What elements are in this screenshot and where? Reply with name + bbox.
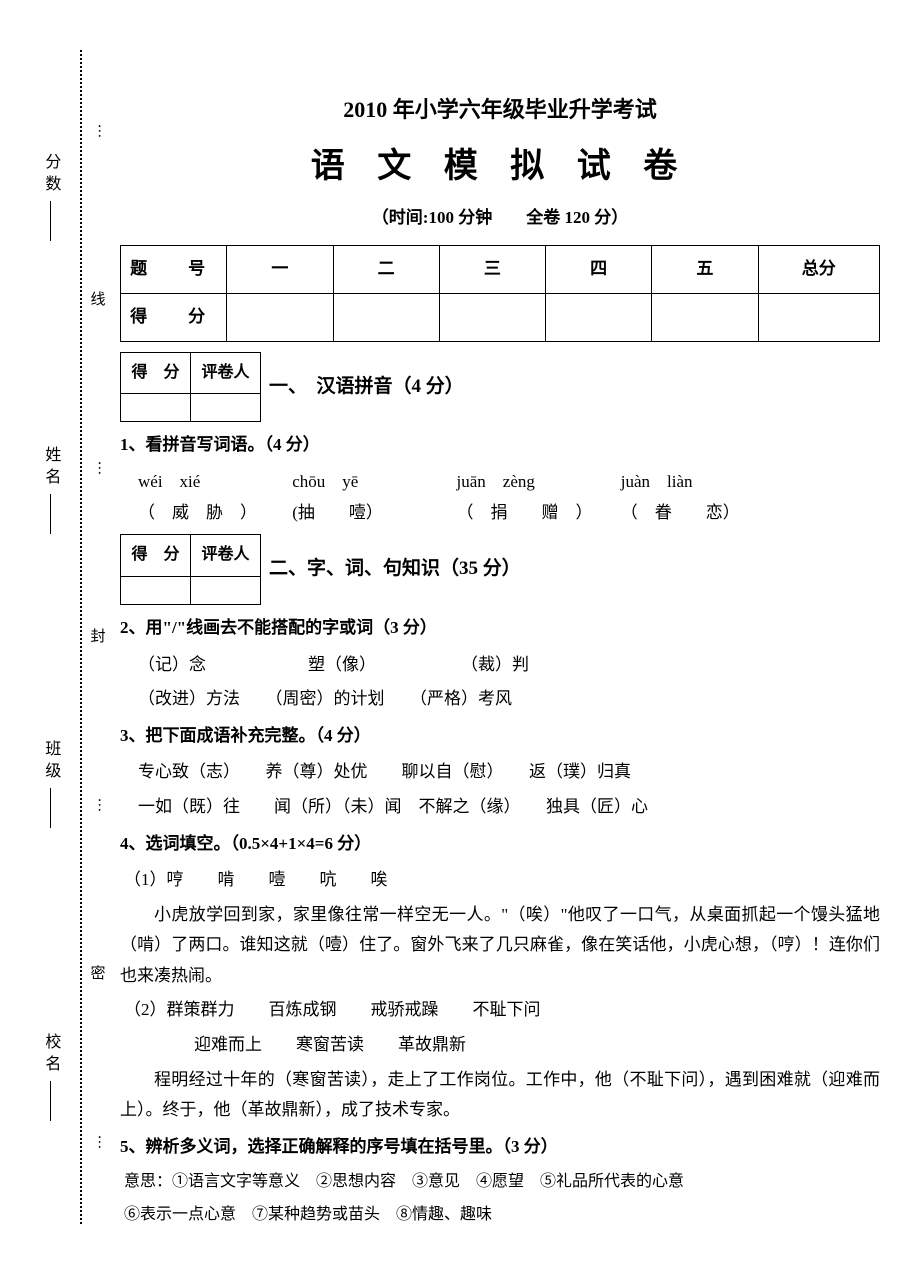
label-school: 校名 — [36, 1033, 65, 1121]
cell: 五 — [652, 246, 758, 294]
q5-defs2: ⑥表示一点心意 ⑦某种趋势或苗头 ⑧情趣、趣味 — [124, 1201, 880, 1230]
cell: 二 — [333, 246, 439, 294]
table-row: 题 号 一 二 三 四 五 总分 — [121, 246, 880, 294]
label-score: 分数 — [36, 153, 65, 241]
binding-labels: 分数 姓名 班级 校名 — [30, 50, 70, 1224]
exam-content: 2010 年小学六年级毕业升学考试 语 文 模 拟 试 卷 （时间:100 分钟… — [120, 90, 880, 1234]
q1: 1、看拼音写词语。（4 分） — [120, 430, 880, 461]
cell — [652, 293, 758, 341]
q3: 3、把下面成语补充完整。（4 分） — [120, 721, 880, 752]
exam-title: 语 文 模 拟 试 卷 — [120, 136, 880, 197]
cell — [121, 576, 191, 604]
q4-1-para: 小虎放学回到家，家里像往常一样空无一人。"（唉）"他叹了一口气，从桌面抓起一个馒… — [120, 900, 880, 992]
seal-dots: ︙ — [85, 124, 110, 140]
table-row: 得 分 — [121, 293, 880, 341]
section-2-title: 二、字、词、句知识（35 分） — [269, 552, 521, 586]
cell: 得 分 — [121, 535, 191, 577]
cell — [227, 293, 333, 341]
cell: 四 — [546, 246, 652, 294]
q3-line2: 一如（既）往 闻（所）（未）闻 不解之（缘） 独具（匠）心 — [138, 792, 880, 823]
pinyin-d: juàn liàn — [621, 467, 781, 498]
exam-meta: （时间:100 分钟 全卷 120 分） — [120, 203, 880, 234]
pinyin-c: juān zèng — [457, 467, 617, 498]
q2-line1: （记）念 塑（像） （裁）判 — [138, 650, 880, 681]
q2-line2: （改进）方法 （周密）的计划 （严格）考风 — [138, 684, 880, 715]
q5-defs1: 意思：①语言文字等意义 ②思想内容 ③意见 ④愿望 ⑤礼品所代表的心意 — [124, 1168, 880, 1197]
q2: 2、用"/"线画去不能搭配的字或词（3 分） — [120, 613, 880, 644]
cell — [333, 293, 439, 341]
grader-box-1: 得 分评卷人 — [120, 352, 261, 423]
seal-dots: ︙ — [85, 798, 110, 814]
section-1-title: 一、 汉语拼音（4 分） — [269, 370, 464, 404]
q4-1-opts: （1）哼 啃 噎 吭 唉 — [124, 865, 880, 896]
cell: 一 — [227, 246, 333, 294]
pinyin-a: wéi xié — [138, 467, 288, 498]
cell: 得 分 — [121, 293, 227, 341]
seal-xian: 线 — [90, 287, 105, 314]
q4-2-para: 程明经过十年的（寒窗苦读），走上了工作岗位。工作中，他（不耻下问），遇到困难就（… — [120, 1065, 880, 1126]
grader-box-2: 得 分评卷人 — [120, 534, 261, 605]
seal-dots: ︙ — [85, 461, 110, 477]
cell: 得 分 — [121, 352, 191, 394]
cell: 题 号 — [121, 246, 227, 294]
q1-chars: （ 威 胁 ） (抽 噎） （ 捐 赠 ） （ 眷 恋） — [138, 498, 880, 529]
q4-2-opts1: （2）群策群力 百炼成钢 戒骄戒躁 不耻下问 — [124, 995, 880, 1026]
q4: 4、选词填空。（0.5×4+1×4=6 分） — [120, 829, 880, 860]
char-c: （ 捐 赠 ） — [457, 498, 617, 529]
cell — [439, 293, 545, 341]
cell: 三 — [439, 246, 545, 294]
cell — [758, 293, 880, 341]
exam-year-line: 2010 年小学六年级毕业升学考试 — [120, 90, 880, 130]
cell — [121, 394, 191, 422]
pinyin-b: chōu yē — [292, 467, 452, 498]
seal-marks: ︙ 线 ︙ 封 ︙ 密 ︙ — [88, 50, 108, 1224]
section-1-row: 得 分评卷人 一、 汉语拼音（4 分） — [120, 352, 880, 423]
cell — [191, 394, 261, 422]
char-b: (抽 噎） — [292, 498, 452, 529]
cell — [191, 576, 261, 604]
exam-header: 2010 年小学六年级毕业升学考试 语 文 模 拟 试 卷 （时间:100 分钟… — [120, 90, 880, 233]
char-d: （ 眷 恋） — [621, 498, 781, 529]
cell: 评卷人 — [191, 352, 261, 394]
q5: 5、辨析多义词，选择正确解释的序号填在括号里。（3 分） — [120, 1132, 880, 1163]
seal-feng: 封 — [90, 624, 105, 651]
cell: 评卷人 — [191, 535, 261, 577]
label-name: 姓名 — [36, 446, 65, 534]
seal-mi: 密 — [90, 961, 105, 988]
q1-pinyin: wéi xié chōu yē juān zèng juàn liàn — [138, 467, 880, 498]
score-table: 题 号 一 二 三 四 五 总分 得 分 — [120, 245, 880, 341]
binding-dotted-line — [80, 50, 82, 1224]
seal-dots: ︙ — [85, 1135, 110, 1151]
section-2-row: 得 分评卷人 二、字、词、句知识（35 分） — [120, 534, 880, 605]
cell — [546, 293, 652, 341]
cell: 总分 — [758, 246, 880, 294]
char-a: （ 威 胁 ） — [138, 498, 288, 529]
q3-line1: 专心致（志） 养（尊）处优 聊以自（慰） 返（璞）归真 — [138, 757, 880, 788]
label-class: 班级 — [36, 740, 65, 828]
q4-2-opts2: 迎难而上 寒窗苦读 革故鼎新 — [160, 1030, 880, 1061]
